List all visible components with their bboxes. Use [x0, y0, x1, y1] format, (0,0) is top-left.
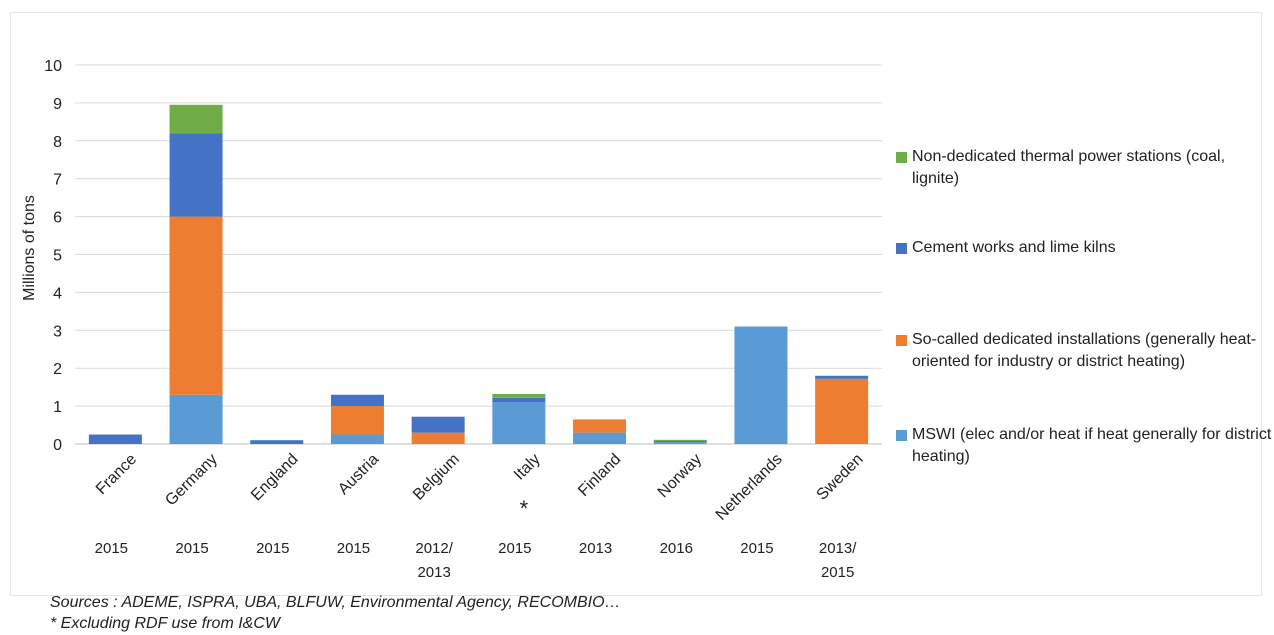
bar-segment	[653, 440, 707, 443]
x-tick-label: Italy	[511, 451, 544, 484]
bar-segment	[653, 439, 707, 441]
legend-swatch-dedicated-installations	[896, 335, 907, 346]
year-label: 2013	[417, 564, 450, 581]
chart-frame	[10, 12, 1262, 596]
bar-segment	[330, 406, 384, 435]
legend-label: MSWI (elec and/or heat if heat generally…	[912, 426, 1272, 465]
x-tick-label: Norway	[655, 451, 705, 501]
year-label: 2013	[579, 540, 612, 557]
y-axis-label: Millions of tons	[21, 195, 38, 301]
x-tick-label: Sweden	[814, 451, 867, 504]
legend-swatch-cement-works	[896, 243, 907, 254]
year-label: 2015	[740, 540, 773, 557]
x-tick-label: Netherlands	[713, 451, 786, 524]
y-tick-label: 3	[53, 323, 62, 340]
sources-note: Sources : ADEME, ISPRA, UBA, BLFUW, Envi…	[50, 594, 621, 611]
bar-segment	[573, 432, 627, 444]
year-label: 2015	[498, 540, 531, 557]
x-tick-label: Finland	[575, 451, 624, 500]
year-label: 2015	[95, 540, 128, 557]
x-tick-label: Germany	[162, 451, 221, 510]
legend-label: Cement works and lime kilns	[912, 239, 1116, 256]
bar-segment	[250, 440, 304, 444]
bar-segment	[734, 326, 788, 444]
bar-segment	[88, 434, 142, 444]
bar-segment	[169, 394, 223, 444]
bar-segment	[169, 133, 223, 217]
bar-segment	[411, 416, 465, 433]
x-tick-label: England	[248, 451, 302, 505]
y-tick-label: 0	[53, 437, 62, 454]
bar-segment	[653, 442, 707, 444]
bar-segment	[492, 393, 546, 398]
year-label: 2013/	[819, 540, 857, 557]
y-tick-label: 8	[53, 134, 62, 151]
bar-segment	[573, 419, 627, 433]
year-label: 2015	[175, 540, 208, 557]
bar-segment	[330, 394, 384, 407]
y-tick-label: 6	[53, 210, 62, 227]
bar-segment	[330, 434, 384, 444]
legend-swatch-mswi	[896, 430, 907, 441]
legend-label: Non-dedicated thermal power stations (co…	[912, 148, 1226, 187]
y-tick-label: 4	[53, 285, 62, 302]
legend-swatch-thermal-power	[896, 152, 907, 163]
chart-plot: 0 1 2 3 4 5 6 7 8 9 10 France 2015 Germany 2015 England…	[44, 58, 882, 581]
y-tick-label: 1	[53, 399, 62, 416]
legend-label: So-called dedicated installations (gener…	[912, 331, 1257, 370]
bar-segment	[411, 432, 465, 444]
category-note: *	[520, 496, 529, 521]
y-tick-label: 9	[53, 96, 62, 113]
bar-segment	[169, 216, 223, 395]
bar-segment	[169, 104, 223, 134]
x-tick-label: Austria	[335, 451, 382, 498]
year-label: 2015	[821, 564, 854, 581]
footnote: * Excluding RDF use from I&CW	[50, 615, 280, 632]
y-tick-label: 7	[53, 172, 62, 189]
year-label: 2015	[256, 540, 289, 557]
bar-segment	[815, 378, 869, 444]
y-tick-label: 10	[44, 58, 62, 75]
bar-segment	[492, 397, 546, 403]
bar-segment	[492, 402, 546, 444]
year-label: 2012/	[415, 540, 453, 557]
x-tick-label: Belgium	[410, 451, 463, 504]
year-label: 2016	[660, 540, 693, 557]
x-tick-label: France	[93, 451, 140, 498]
year-label: 2015	[337, 540, 370, 557]
y-tick-label: 5	[53, 248, 62, 265]
bar-segment	[815, 375, 869, 379]
y-tick-label: 2	[53, 361, 62, 378]
